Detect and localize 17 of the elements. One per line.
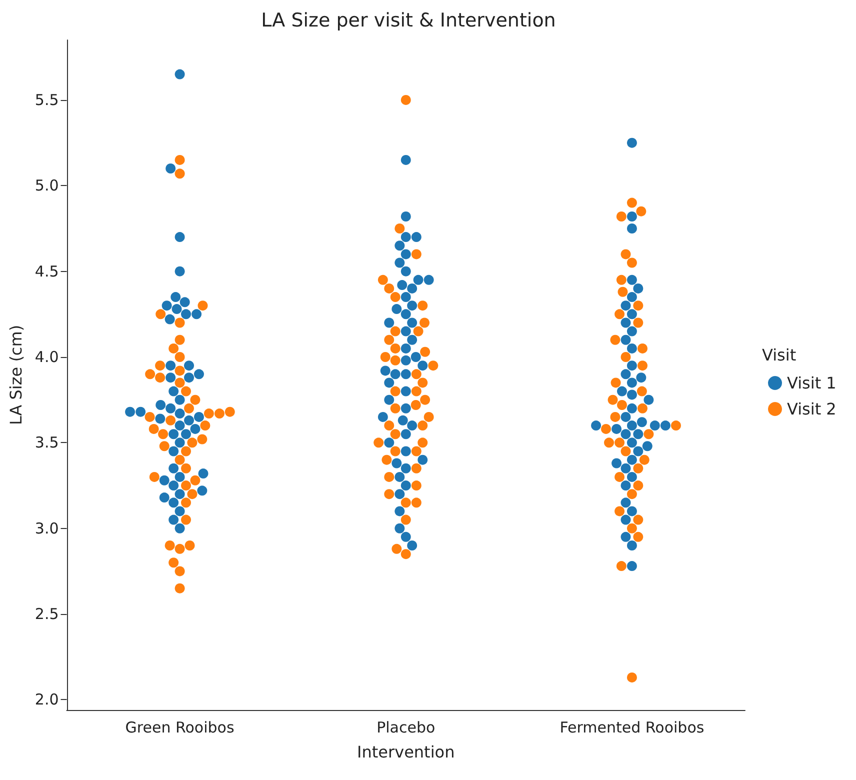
y-tick-label: 3.0 [34,519,59,538]
y-axis-title: LA Size (cm) [6,324,26,426]
y-tick-label: 3.5 [34,434,59,452]
y-tick-label: 5.0 [34,176,59,195]
y-tick-label: 4.5 [34,262,59,280]
legend-label: Visit 2 [787,400,836,418]
y-tick-label: 5.5 [34,90,59,109]
y-tick-label: 4.0 [34,348,59,366]
legend-title: Visit [762,346,796,364]
x-tick-label: Placebo [376,718,436,736]
x-tick-label: Green Rooibos [125,718,234,736]
y-tick-label: 2.5 [34,605,59,624]
x-axis-title: Intervention [357,742,455,762]
y-tick-label: 2.0 [34,690,59,709]
x-tick-label: Fermented Rooibos [560,718,704,736]
chart-title: LA Size per visit & Intervention [261,10,556,32]
legend-label: Visit 1 [787,374,836,392]
